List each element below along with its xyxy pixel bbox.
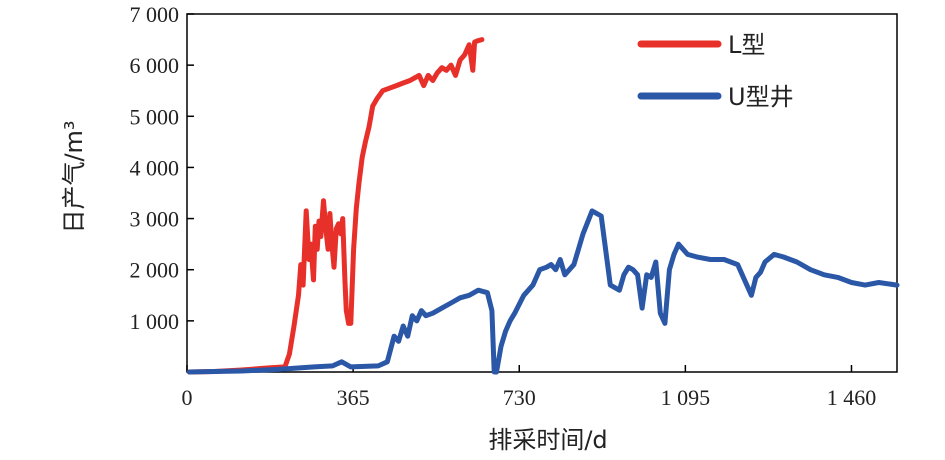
series-line-2 <box>186 208 900 375</box>
series-line-1 <box>186 37 485 375</box>
x-tick-label: 1 460 <box>827 385 877 410</box>
legend: L型 U型井 <box>637 31 794 111</box>
y-tick-label: 2 000 <box>130 258 180 283</box>
y-tick-label: 4 000 <box>130 155 180 180</box>
plot-frame <box>186 13 898 373</box>
legend-label-1: L型 <box>728 31 765 59</box>
x-tick-label: 1 095 <box>661 385 711 410</box>
y-tick-label: 7 000 <box>130 2 180 27</box>
y-axis-title: 日产气/m³ <box>60 120 88 233</box>
y-tick-label: 6 000 <box>130 53 180 78</box>
y-tick-label: 3 000 <box>130 207 180 232</box>
x-tick-label: 365 <box>337 385 370 410</box>
plot-area-frame <box>186 13 898 373</box>
y-tick-label: 5 000 <box>130 104 180 129</box>
axis-ticks: 0 365 730 1 095 1 460 1 000 2 000 3 000 4 000 5 0… <box>130 2 877 410</box>
x-tick-label: 0 <box>182 385 193 410</box>
x-tick-label: 730 <box>503 385 536 410</box>
legend-label-2: U型井 <box>728 83 794 111</box>
y-tick-label: 1 000 <box>130 309 180 334</box>
x-axis-title: 排采时间/d <box>488 426 607 454</box>
series-lines <box>186 37 900 375</box>
